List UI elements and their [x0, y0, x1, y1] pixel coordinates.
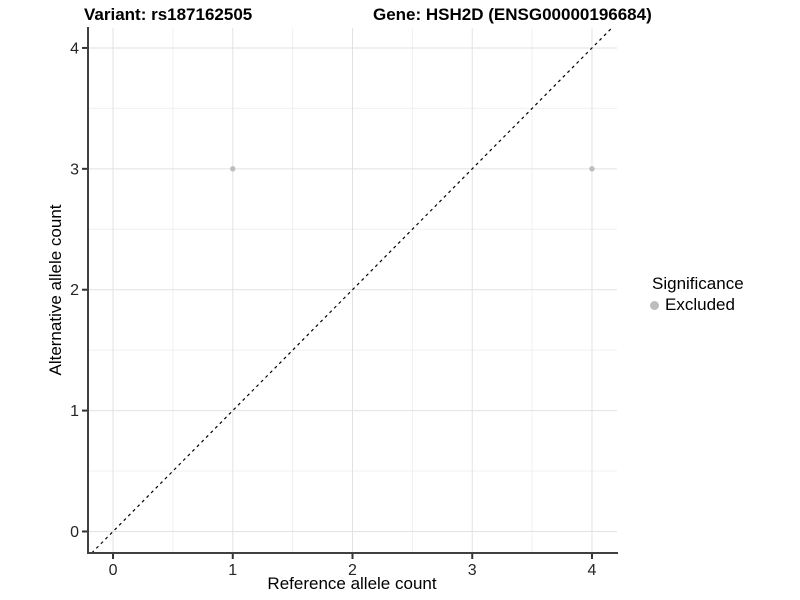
- x-tick-label: 4: [588, 562, 597, 579]
- x-tick-label: 3: [468, 562, 477, 579]
- y-tick-label: 1: [70, 403, 79, 420]
- y-tick-label: 2: [70, 282, 79, 299]
- x-tick-label: 0: [109, 562, 118, 579]
- y-axis-title: Alternative allele count: [46, 204, 65, 376]
- plot-title-gene: Gene: HSH2D (ENSG00000196684): [373, 5, 652, 24]
- identity-line: [91, 27, 613, 554]
- plot-title-variant: Variant: rs187162505: [84, 5, 253, 24]
- y-tick-label: 4: [70, 40, 79, 57]
- x-tick-label: 2: [348, 562, 357, 579]
- legend-items: Excluded: [650, 295, 744, 315]
- legend-item-label: Excluded: [665, 295, 735, 314]
- x-axis-title: Reference allele count: [267, 574, 437, 593]
- data-point: [589, 166, 595, 172]
- data-point: [230, 166, 236, 172]
- legend-point-icon: [650, 300, 659, 310]
- legend-item: Excluded: [650, 295, 744, 315]
- y-tick-label: 3: [70, 161, 79, 178]
- legend: Significance Excluded: [650, 273, 744, 315]
- legend-title: Significance: [652, 274, 744, 293]
- x-tick-label: 1: [228, 562, 237, 579]
- y-tick-label: 0: [70, 524, 79, 541]
